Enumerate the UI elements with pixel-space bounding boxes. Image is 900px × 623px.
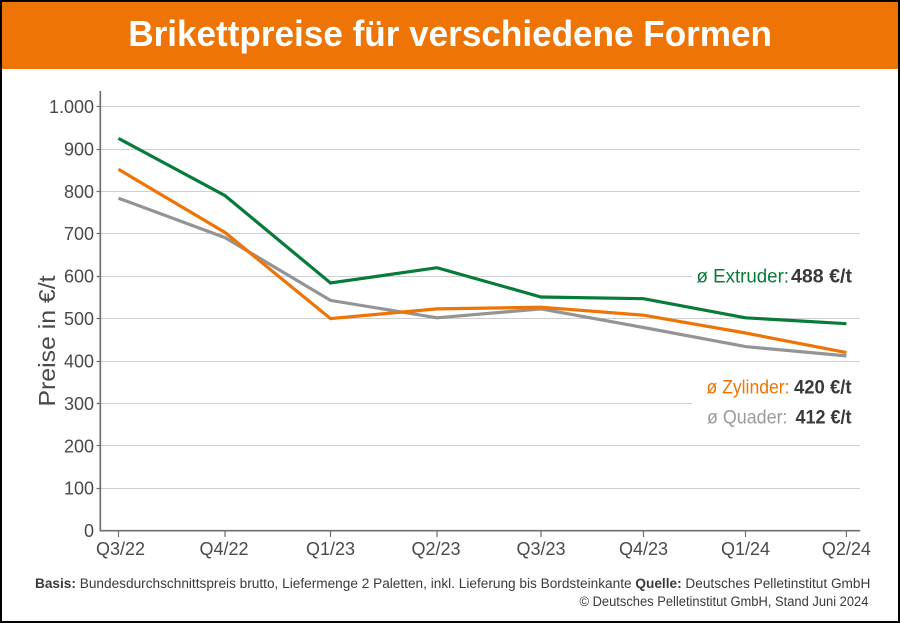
svg-text:Q4/23: Q4/23 [619, 539, 668, 559]
svg-text:488 €/t: 488 €/t [791, 267, 853, 288]
svg-text:420 €/t: 420 €/t [794, 377, 852, 398]
svg-text:0: 0 [84, 521, 94, 541]
svg-text:Preise in €/t: Preise in €/t [34, 275, 60, 406]
svg-text:Q2/24: Q2/24 [822, 539, 871, 559]
svg-text:Q1/23: Q1/23 [306, 539, 355, 559]
svg-text:ø Quader:: ø Quader: [707, 408, 788, 429]
svg-text:ø Zylinder:: ø Zylinder: [707, 377, 790, 398]
svg-text:700: 700 [64, 224, 94, 244]
svg-text:300: 300 [64, 394, 94, 414]
svg-text:500: 500 [64, 309, 94, 329]
svg-text:600: 600 [64, 267, 94, 287]
svg-text:1.000: 1.000 [49, 97, 94, 117]
svg-text:Q3/22: Q3/22 [96, 539, 145, 559]
svg-text:ø Extruder:: ø Extruder: [697, 267, 790, 288]
svg-text:Q2/23: Q2/23 [411, 539, 460, 559]
svg-text:Q3/23: Q3/23 [516, 539, 565, 559]
svg-text:200: 200 [64, 436, 94, 456]
svg-text:Q4/22: Q4/22 [199, 539, 248, 559]
svg-text:400: 400 [64, 351, 94, 371]
svg-text:100: 100 [64, 479, 94, 499]
svg-text:Q1/24: Q1/24 [721, 539, 770, 559]
svg-text:900: 900 [64, 139, 94, 159]
svg-text:412 €/t: 412 €/t [796, 408, 853, 429]
svg-text:800: 800 [64, 182, 94, 202]
